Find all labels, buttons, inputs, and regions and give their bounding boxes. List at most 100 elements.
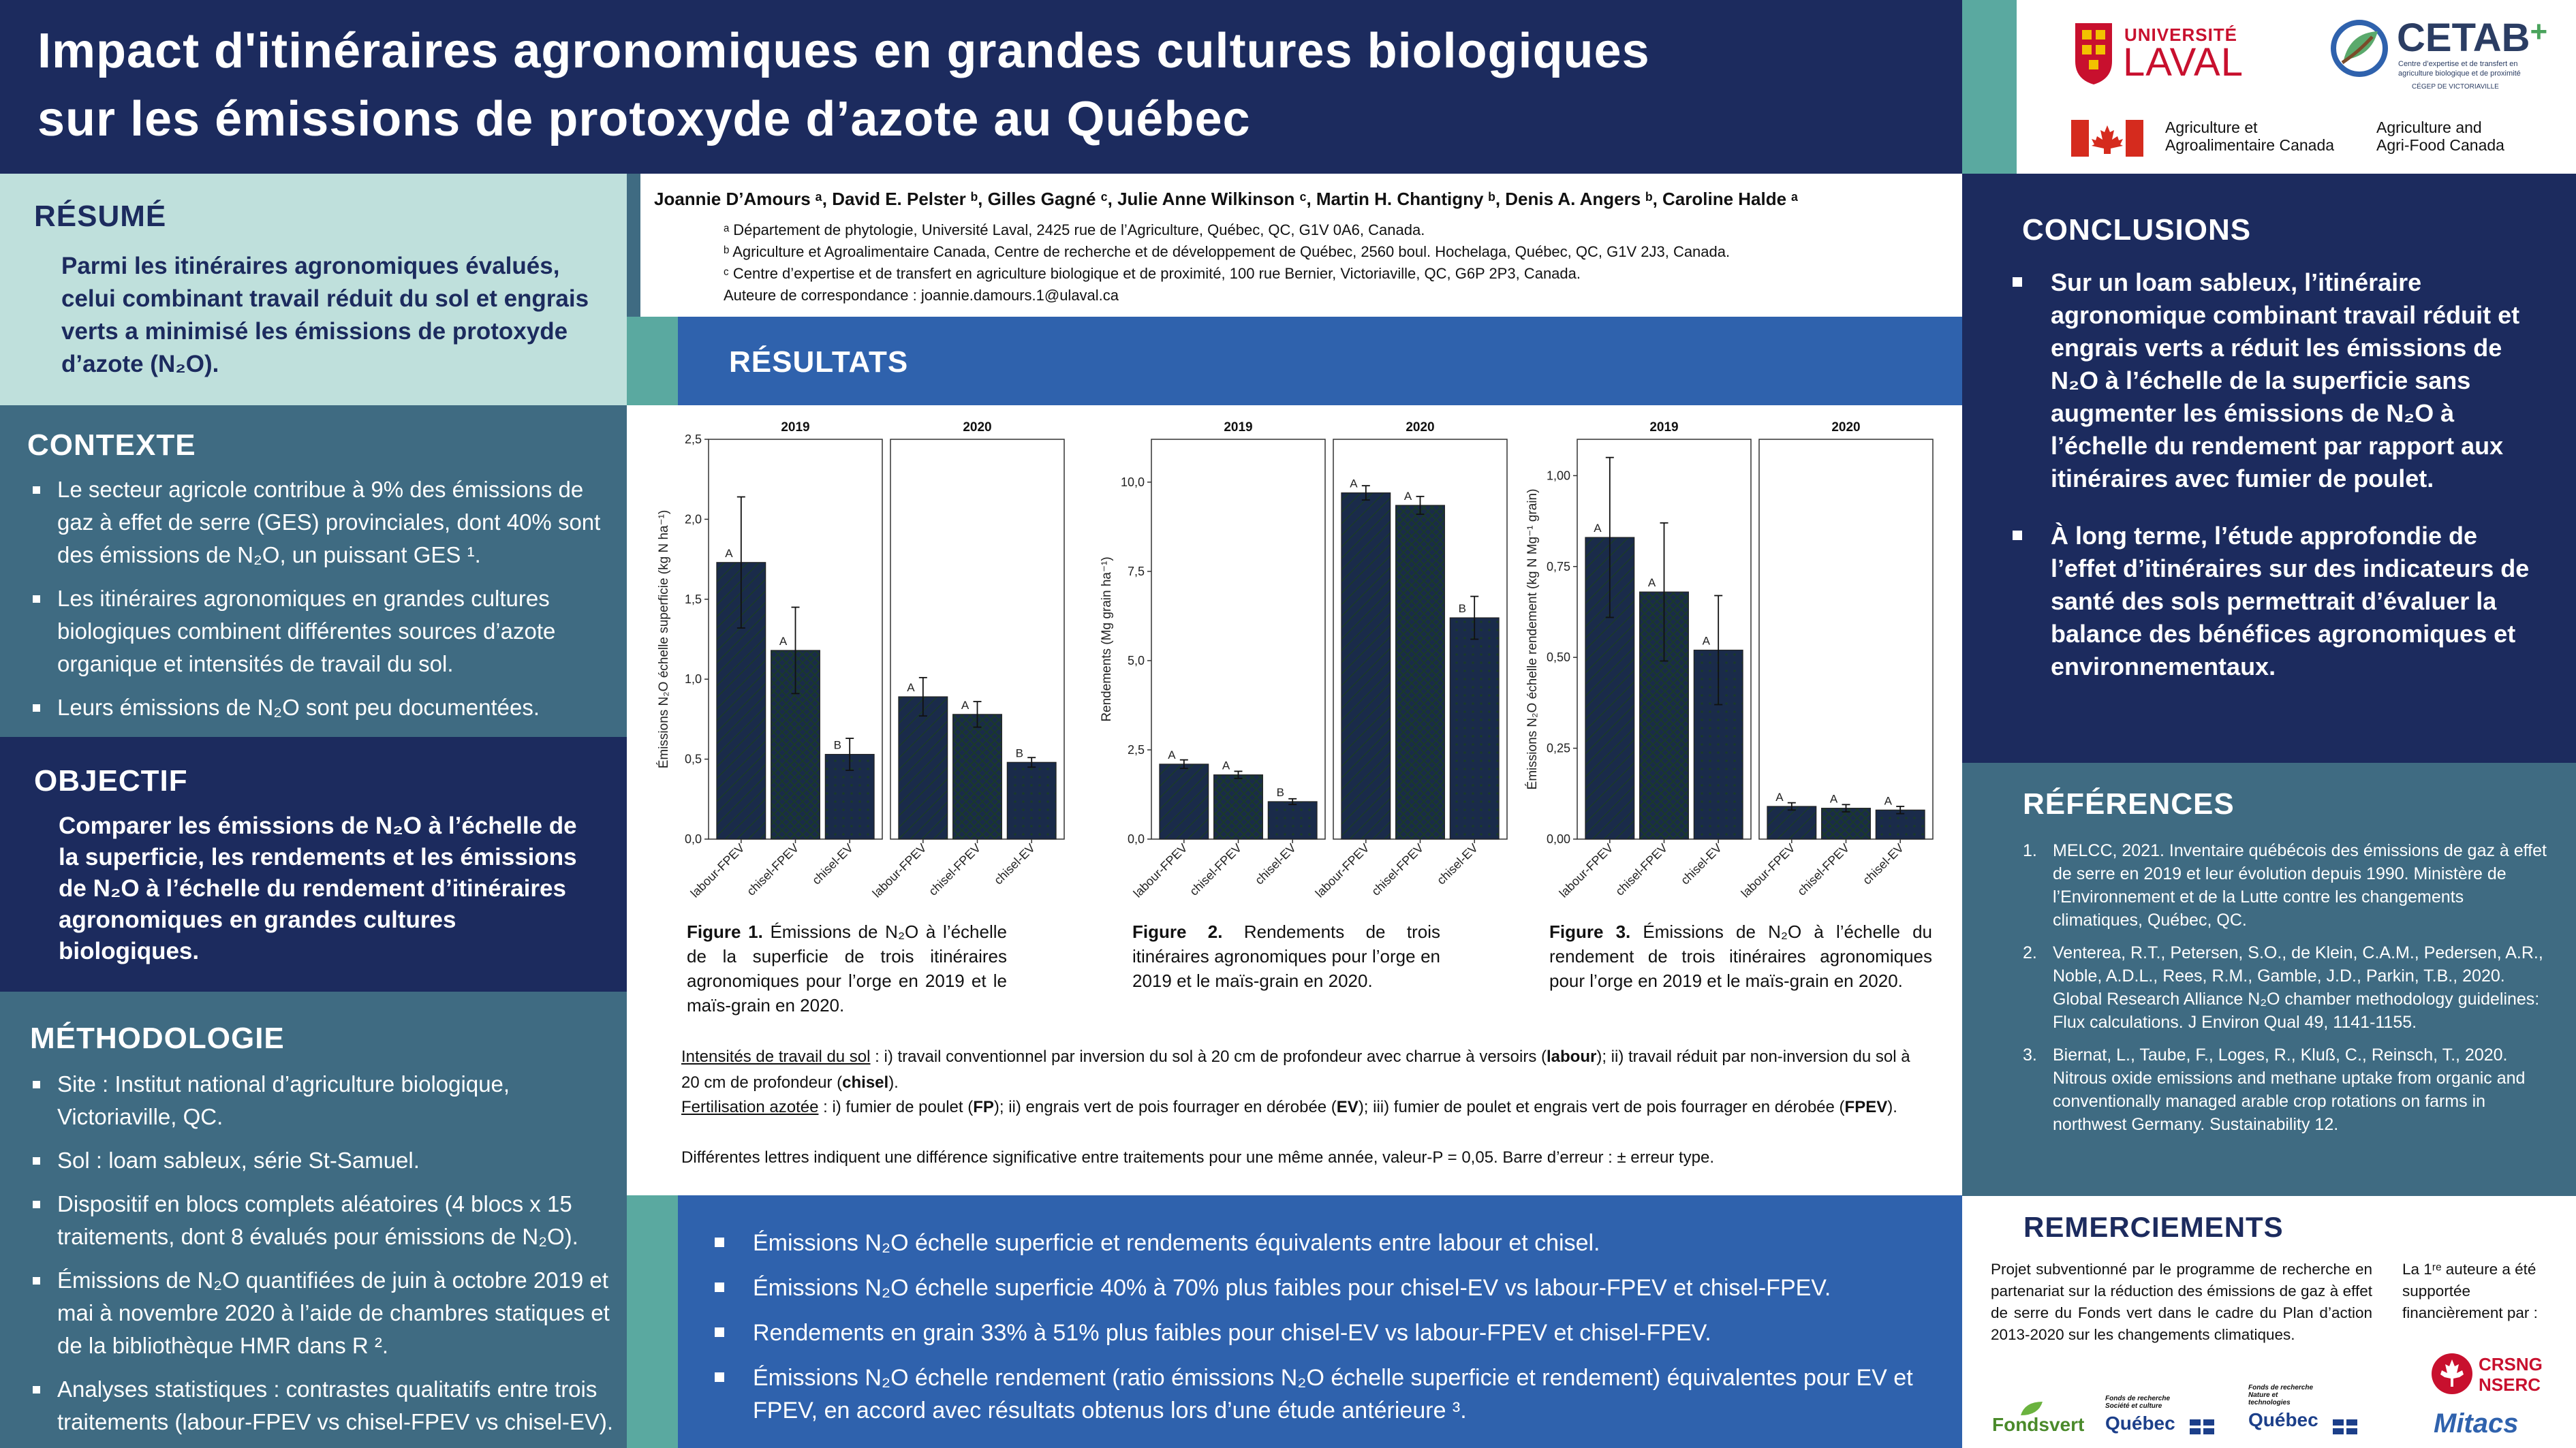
reference-2: 2. Venterea, R.T., Petersen, S.O., de Kle… <box>2013 941 2558 1034</box>
methodologie-item-5: Analyses statistiques : contrastes quali… <box>27 1373 620 1438</box>
contexte-section: CONTEXTE Le secteur agricole contribue à… <box>0 405 627 737</box>
poster-title-line2: sur les émissions de protoxyde d’azote a… <box>37 92 1251 146</box>
aac-english-1: Agriculture and <box>2376 119 2482 136</box>
contexte-item-3: Leurs émissions de N₂O sont peu document… <box>27 691 606 724</box>
chart-1-bar <box>952 714 1002 840</box>
chart-1-category-label: chisel-EV <box>991 841 1038 887</box>
reference-3-text: Biernat, L., Taube, F., Loges, R., Kluß,… <box>2053 1045 2526 1134</box>
chart-3-category-label: chisel-FPEV <box>1795 841 1852 898</box>
objectif-section: OBJECTIF Comparer les émissions de N₂O à… <box>0 737 627 992</box>
chart-1-letter: B <box>1016 746 1023 759</box>
figure-1-caption: Figure 1. Émissions de N₂O à l’échelle d… <box>687 919 1007 1018</box>
resultats-header: RÉSULTATS <box>678 317 1962 405</box>
crsng-logo: CRSNG NSERC <box>2431 1347 2554 1402</box>
chart-1-ytick-label: 0,0 <box>685 832 702 846</box>
contexte-title: CONTEXTE <box>27 428 196 462</box>
fonds-vert-text: Fondsvert <box>1992 1414 2085 1435</box>
resume-section: RÉSUMÉ Parmi les itinéraires agronomique… <box>0 174 627 405</box>
remerciements-side: La 1ʳᵉ auteure a été supportée financièr… <box>2402 1261 2538 1321</box>
fert-g: ). <box>1887 1098 1897 1116</box>
chart-3-letter: A <box>1775 791 1784 804</box>
frq-societe-logo: Fonds de recherche Société et culture Qu… <box>2105 1395 2221 1443</box>
chart-2-category-label: chisel-EV <box>1434 841 1480 887</box>
chart-3-panel-2019: 2019 <box>1649 420 1678 435</box>
reference-1-text: MELCC, 2021. Inventaire québécois des ém… <box>2053 841 2547 930</box>
frq-nature-a: Fonds de recherche <box>2248 1384 2314 1391</box>
resultats-bullet-1: Émissions N₂O échelle superficie et rend… <box>705 1227 1945 1259</box>
chart-1-ylabel: Émissions N₂O échelle superficie (kg N h… <box>657 510 671 769</box>
contexte-item-2: Les itinéraires agronomiques en grandes … <box>27 582 606 680</box>
conclusions-item-2: À long terme, l’étude approfondie de l’e… <box>2003 520 2548 683</box>
references-accent <box>1962 763 2013 1196</box>
chart-3-panel-2020: 2020 <box>1831 420 1860 435</box>
figure-3-caption: Figure 3. Émissions de N₂O à l’échelle d… <box>1549 919 1932 993</box>
crsng-text: CRSNG <box>2479 1354 2543 1374</box>
chart-2-letter: A <box>1168 749 1176 761</box>
frq-societe-a: Fonds de recherche <box>2105 1395 2171 1402</box>
chart-1-letter: B <box>834 739 841 752</box>
chart-2-letter: A <box>1404 490 1412 503</box>
chart-2-letter: B <box>1277 786 1284 799</box>
fert-a: : i) fumier de poulet ( <box>818 1098 974 1116</box>
reference-2-text: Venterea, R.T., Petersen, S.O., de Klein… <box>2053 943 2543 1032</box>
chart-2-bar <box>1267 801 1318 840</box>
cetab-logo: CETAB+ Centre d’expertise et de transfer… <box>2330 15 2562 97</box>
poster-title-line1: Impact d'itinéraires agronomiques en gra… <box>37 24 1650 78</box>
chart-1-ytick-label: 2,0 <box>685 512 702 526</box>
chart-1-panel-2020: 2020 <box>963 420 991 435</box>
laval-logo: UNIVERSITÉ LAVAL <box>2073 20 2243 89</box>
chart-2-letter: A <box>1350 477 1358 490</box>
figure-2-caption: Figure 2. Rendements de trois itinéraire… <box>1132 919 1440 993</box>
contexte-item-1: Le secteur agricole contribue à 9% des é… <box>27 473 606 571</box>
chart-1-ytick-label: 0,5 <box>685 753 702 766</box>
chart-3-letter: A <box>1830 793 1838 806</box>
chart-3-ytick-label: 0,25 <box>1547 742 1570 755</box>
resume-title: RÉSUMÉ <box>34 200 167 233</box>
fonds-vert-leaf-icon <box>2021 1402 2043 1415</box>
chart-1-panel-2019: 2019 <box>781 420 809 435</box>
chart-2-ytick-label: 5,0 <box>1128 654 1145 667</box>
reference-3: 3. Biernat, L., Taube, F., Loges, R., Klu… <box>2013 1043 2558 1136</box>
chart-3-ylabel: Émissions N₂O échelle rendement (kg N Mg… <box>1525 489 1540 790</box>
methodologie-list: Site : Institut national d’agriculture b… <box>27 1068 620 1448</box>
resultats-bullets: Émissions N₂O échelle superficie et rend… <box>678 1195 1962 1448</box>
resultats-bullet-3: Rendements en grain 33% à 51% plus faibl… <box>705 1317 1945 1349</box>
chart-3-category-label: labour-FPEV <box>1557 841 1616 900</box>
fert-b: FP <box>973 1098 994 1116</box>
methodologie-section: MÉTHODOLOGIE Site : Institut national d’… <box>0 992 627 1448</box>
chart-1-letter: A <box>907 681 915 694</box>
objectif-title: OBJECTIF <box>34 764 188 798</box>
chart-3-bar <box>1767 806 1817 840</box>
chart-3-category-label: chisel-EV <box>1860 841 1906 887</box>
intensites-c: ); ii) travail réduit par non-inversion … <box>681 1048 1910 1092</box>
references-title: RÉFÉRENCES <box>2023 787 2235 821</box>
chart-1-letter: A <box>961 699 969 712</box>
resume-text: Parmi les itinéraires agronomiques évalu… <box>61 253 589 377</box>
chart-1-ytick-label: 2,5 <box>685 432 702 446</box>
nserc-text: NSERC <box>2479 1374 2541 1395</box>
figure-1-text: Émissions de N₂O à l’échelle de la super… <box>687 922 1007 1016</box>
chart-2-bar <box>1213 774 1263 840</box>
figure-3-text: Émissions de N₂O à l’échelle du rendemen… <box>1549 922 1932 991</box>
methodologie-item-1: Site : Institut national d’agriculture b… <box>27 1068 620 1133</box>
chart-2-bar <box>1159 764 1209 840</box>
conclusions-list: Sur un loam sableux, l’itinéraire agrono… <box>2003 266 2548 706</box>
contact-line: Auteure de correspondance : joannie.damo… <box>724 287 1119 304</box>
figure-1-label: Figure 1. <box>687 922 763 942</box>
cetab-plus: + <box>2530 15 2548 48</box>
chart-3-category-label: labour-FPEV <box>1739 841 1798 900</box>
title-banner: Impact d'itinéraires agronomiques en gra… <box>0 0 1962 174</box>
resultats-bullet-list: Émissions N₂O échelle superficie et rend… <box>705 1227 1945 1427</box>
reference-2-num: 2. <box>2023 943 2037 962</box>
authors-line: Joannie D’Amours ᵃ, David E. Pelster ᵇ, … <box>654 189 1799 209</box>
methodologie-item-3: Dispositif en blocs complets aléatoires … <box>27 1188 620 1253</box>
chart-1-category-label: chisel-FPEV <box>744 841 801 898</box>
chart-2: Rendements (Mg grain ha⁻¹) 0,0 2,5 5,0 7,5 10… <box>1100 420 1508 900</box>
frq-nature-c: Québec <box>2248 1409 2318 1430</box>
remerciements-text: Projet subventionné par le programme de … <box>1991 1261 2372 1343</box>
laval-line1: UNIVERSITÉ <box>2124 25 2238 45</box>
chart-2-panel-2020: 2020 <box>1406 420 1434 435</box>
methodologie-title: MÉTHODOLOGIE <box>30 1022 285 1055</box>
chart-3-ytick-label: 1,00 <box>1547 469 1570 482</box>
resultats-bullet-2: Émissions N₂O échelle superficie 40% à 7… <box>705 1272 1945 1304</box>
